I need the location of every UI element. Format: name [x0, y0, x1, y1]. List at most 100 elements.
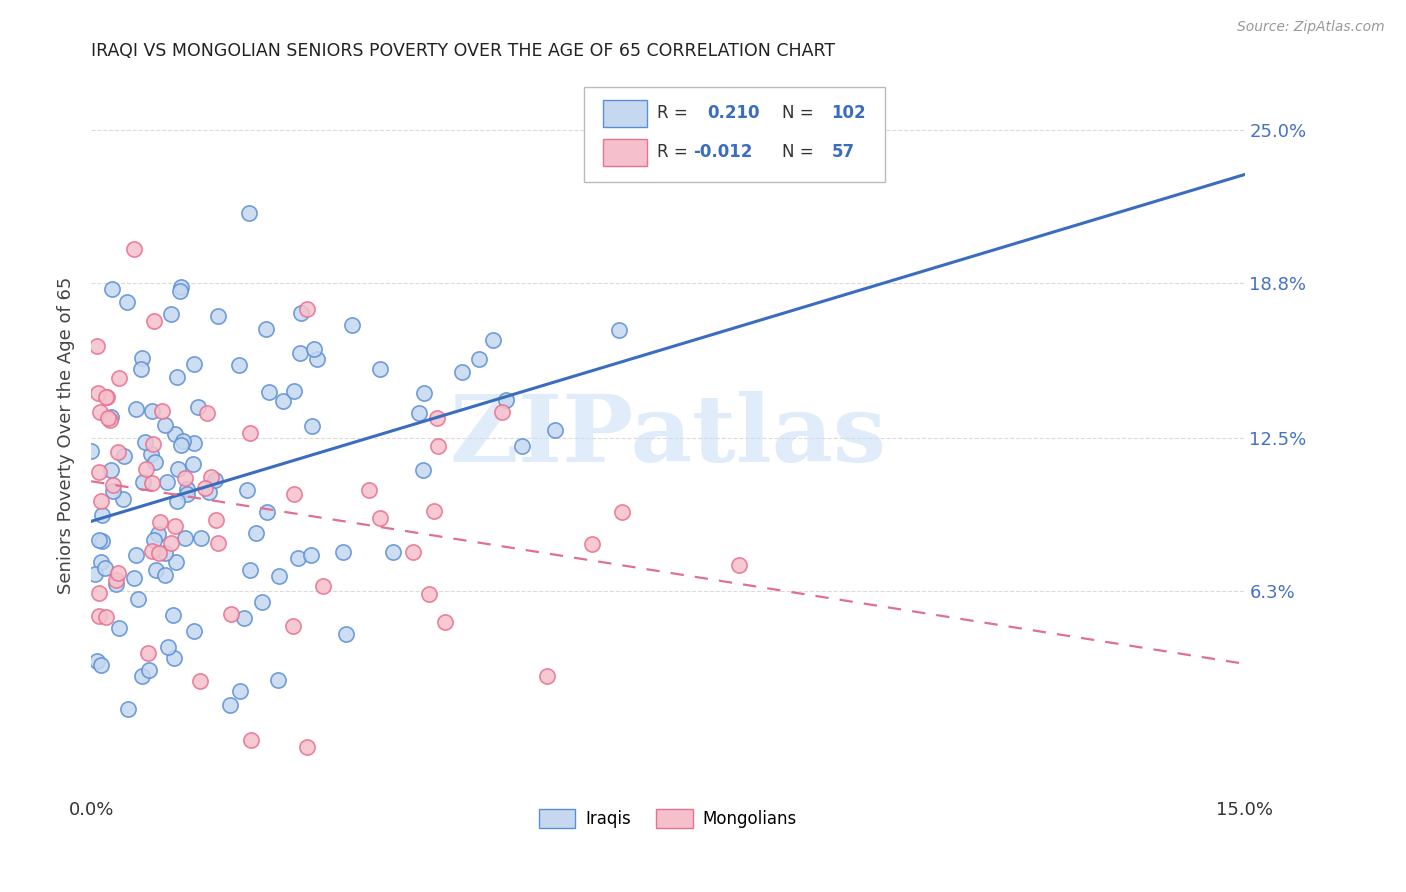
- Point: [581, 537, 603, 551]
- Point: [105, 573, 128, 587]
- Point: [195, 406, 218, 420]
- Point: [91, 534, 114, 549]
- Point: [238, 205, 260, 219]
- Point: [301, 549, 323, 563]
- Point: [96, 390, 118, 404]
- Point: [167, 461, 190, 475]
- Point: [450, 365, 472, 379]
- Point: [219, 698, 242, 712]
- Text: R =: R =: [658, 144, 693, 161]
- Point: [342, 318, 364, 333]
- Point: [311, 579, 333, 593]
- Point: [90, 658, 112, 673]
- Point: [176, 483, 198, 497]
- Point: [107, 621, 129, 635]
- Point: [90, 555, 112, 569]
- Point: [433, 615, 456, 629]
- Point: [257, 385, 280, 400]
- Point: [87, 533, 110, 547]
- Point: [245, 525, 267, 540]
- Point: [169, 438, 191, 452]
- Text: 57: 57: [831, 144, 855, 161]
- Point: [111, 492, 134, 507]
- Point: [495, 392, 517, 407]
- Point: [135, 462, 157, 476]
- Point: [141, 476, 163, 491]
- Point: [412, 463, 434, 477]
- Point: [127, 591, 149, 606]
- Point: [94, 390, 117, 404]
- Point: [305, 351, 328, 366]
- Point: [357, 483, 380, 497]
- Point: [301, 418, 323, 433]
- FancyBboxPatch shape: [603, 138, 647, 166]
- Point: [190, 531, 212, 545]
- Text: ZIPatlas: ZIPatlas: [450, 391, 886, 481]
- Point: [335, 626, 357, 640]
- Point: [100, 282, 122, 296]
- Text: 0.210: 0.210: [707, 104, 759, 122]
- Point: [183, 436, 205, 450]
- Point: [183, 458, 205, 472]
- Point: [86, 654, 108, 668]
- Point: [105, 577, 128, 591]
- Point: [100, 409, 122, 424]
- Point: [124, 242, 146, 256]
- Point: [239, 425, 262, 440]
- Point: [295, 739, 318, 754]
- Point: [112, 450, 135, 464]
- Point: [125, 548, 148, 562]
- Point: [98, 413, 121, 427]
- Point: [173, 531, 195, 545]
- Point: [136, 646, 159, 660]
- Point: [283, 619, 305, 633]
- Point: [143, 314, 166, 328]
- Point: [418, 587, 440, 601]
- Point: [152, 404, 174, 418]
- Point: [536, 669, 558, 683]
- Point: [290, 306, 312, 320]
- Point: [607, 323, 630, 337]
- Text: N =: N =: [782, 104, 818, 122]
- Legend: Iraqis, Mongolians: Iraqis, Mongolians: [531, 802, 804, 835]
- Point: [89, 465, 111, 479]
- Point: [107, 445, 129, 459]
- Point: [141, 447, 163, 461]
- Point: [198, 485, 221, 500]
- Point: [145, 563, 167, 577]
- Point: [141, 436, 163, 450]
- Point: [205, 513, 228, 527]
- Point: [87, 386, 110, 401]
- Point: [288, 346, 311, 360]
- Point: [194, 481, 217, 495]
- Point: [80, 444, 103, 458]
- Y-axis label: Seniors Poverty Over the Age of 65: Seniors Poverty Over the Age of 65: [58, 277, 75, 594]
- Point: [90, 508, 112, 523]
- Point: [146, 527, 169, 541]
- Point: [103, 478, 125, 492]
- Point: [302, 342, 325, 356]
- Point: [97, 411, 120, 425]
- Point: [256, 506, 278, 520]
- Point: [412, 385, 434, 400]
- Point: [368, 361, 391, 376]
- Point: [131, 669, 153, 683]
- Point: [233, 611, 256, 625]
- Text: IRAQI VS MONGOLIAN SENIORS POVERTY OVER THE AGE OF 65 CORRELATION CHART: IRAQI VS MONGOLIAN SENIORS POVERTY OVER …: [91, 42, 835, 60]
- Point: [207, 309, 229, 323]
- Point: [89, 405, 111, 419]
- Point: [510, 440, 533, 454]
- Point: [156, 475, 179, 489]
- Point: [176, 487, 198, 501]
- Point: [155, 568, 177, 582]
- Point: [235, 483, 257, 497]
- Point: [200, 470, 222, 484]
- Point: [174, 471, 197, 485]
- Point: [149, 515, 172, 529]
- Point: [166, 493, 188, 508]
- Point: [129, 362, 152, 376]
- Point: [132, 475, 155, 490]
- Point: [134, 434, 156, 449]
- Point: [117, 295, 139, 310]
- Point: [131, 351, 153, 365]
